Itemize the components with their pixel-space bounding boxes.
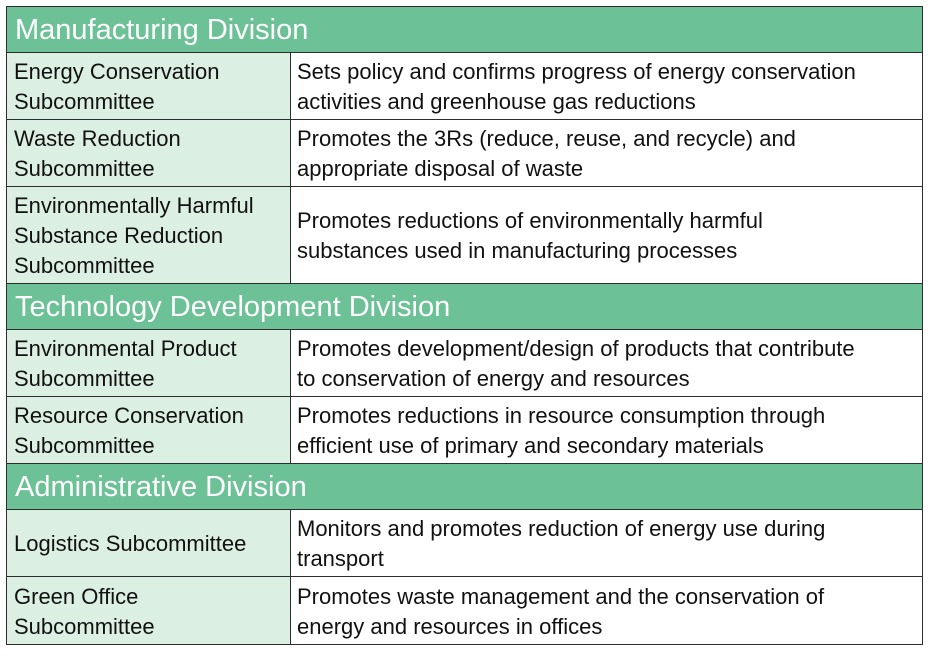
committee-table: Manufacturing Division Energy Conservati… [6,6,923,645]
subcommittee-description: Promotes waste management and the conser… [291,577,922,644]
subcommittee-name: Resource Conservation Subcommittee [7,397,291,463]
subcommittee-name: Waste Reduction Subcommittee [7,120,291,186]
subcommittee-name: Environmental Product Subcommittee [7,330,291,396]
table-row: Resource Conservation Subcommittee Promo… [7,397,922,464]
division-header-technology-development: Technology Development Division [7,284,922,330]
table-row: Environmentally Harmful Substance Reduct… [7,187,922,284]
subcommittee-description: Promotes the 3Rs (reduce, reuse, and rec… [291,120,922,186]
subcommittee-description: Monitors and promotes reduction of energ… [291,510,922,576]
division-header-manufacturing: Manufacturing Division [7,7,922,53]
table-row: Green Office Subcommittee Promotes waste… [7,577,922,644]
table-row: Waste Reduction Subcommittee Promotes th… [7,120,922,187]
table-row: Environmental Product Subcommittee Promo… [7,330,922,397]
table-row: Energy Conservation Subcommittee Sets po… [7,53,922,120]
subcommittee-description: Promotes reductions in resource consumpt… [291,397,922,463]
subcommittee-name: Environmentally Harmful Substance Reduct… [7,187,291,283]
subcommittee-name: Green Office Subcommittee [7,577,291,644]
subcommittee-name: Logistics Subcommittee [7,510,291,576]
division-header-administrative: Administrative Division [7,464,922,510]
table-row: Logistics Subcommittee Monitors and prom… [7,510,922,577]
subcommittee-description: Promotes development/design of products … [291,330,922,396]
subcommittee-description: Sets policy and confirms progress of ene… [291,53,922,119]
subcommittee-description: Promotes reductions of environmentally h… [291,187,922,283]
subcommittee-name: Energy Conservation Subcommittee [7,53,291,119]
